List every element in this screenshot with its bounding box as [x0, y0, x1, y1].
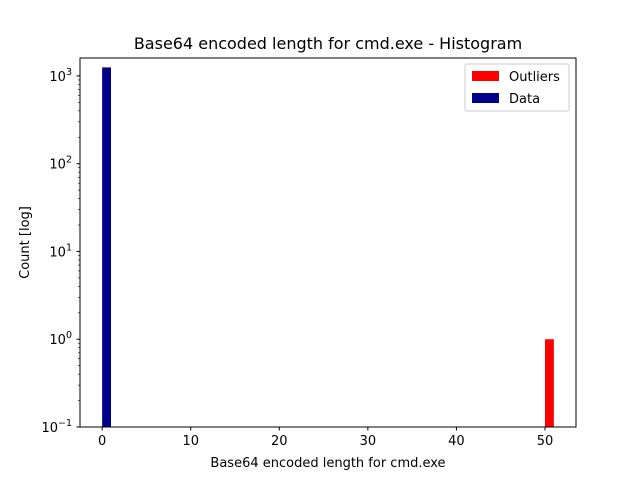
bar-outliers-0 — [545, 339, 554, 427]
x-tick-label-4: 40 — [448, 434, 465, 449]
x-tick-label-2: 20 — [271, 434, 288, 449]
bar-data-0 — [102, 67, 111, 428]
x-axis-ticks: 0 10 20 30 40 50 — [98, 427, 553, 449]
chart-title: Base64 encoded length for cmd.exe - Hist… — [134, 34, 522, 53]
x-tick-label-3: 30 — [360, 434, 377, 449]
y-tick-label-4: 103 — [49, 67, 72, 85]
legend-label-data: Data — [509, 92, 540, 107]
x-tick-label-5: 50 — [537, 434, 554, 449]
legend-label-outliers: Outliers — [509, 70, 560, 85]
x-tick-label-1: 10 — [182, 434, 199, 449]
x-axis-label: Base64 encoded length for cmd.exe — [210, 456, 445, 471]
y-tick-label-0: 10−1 — [41, 418, 72, 436]
y-axis-ticks: 10−1 100 101 102 103 — [41, 67, 80, 436]
legend-swatch-outliers — [472, 71, 499, 81]
y-tick-label-1: 100 — [49, 330, 72, 348]
legend-swatch-data — [472, 93, 499, 103]
x-tick-label-0: 0 — [98, 434, 106, 449]
bars-layer — [102, 67, 554, 428]
y-axis-label: Count [log] — [18, 206, 33, 279]
plot-frame — [79, 57, 577, 428]
y-tick-label-2: 101 — [49, 242, 72, 260]
y-tick-label-3: 102 — [49, 155, 72, 173]
legend: Outliers Data — [464, 63, 570, 112]
